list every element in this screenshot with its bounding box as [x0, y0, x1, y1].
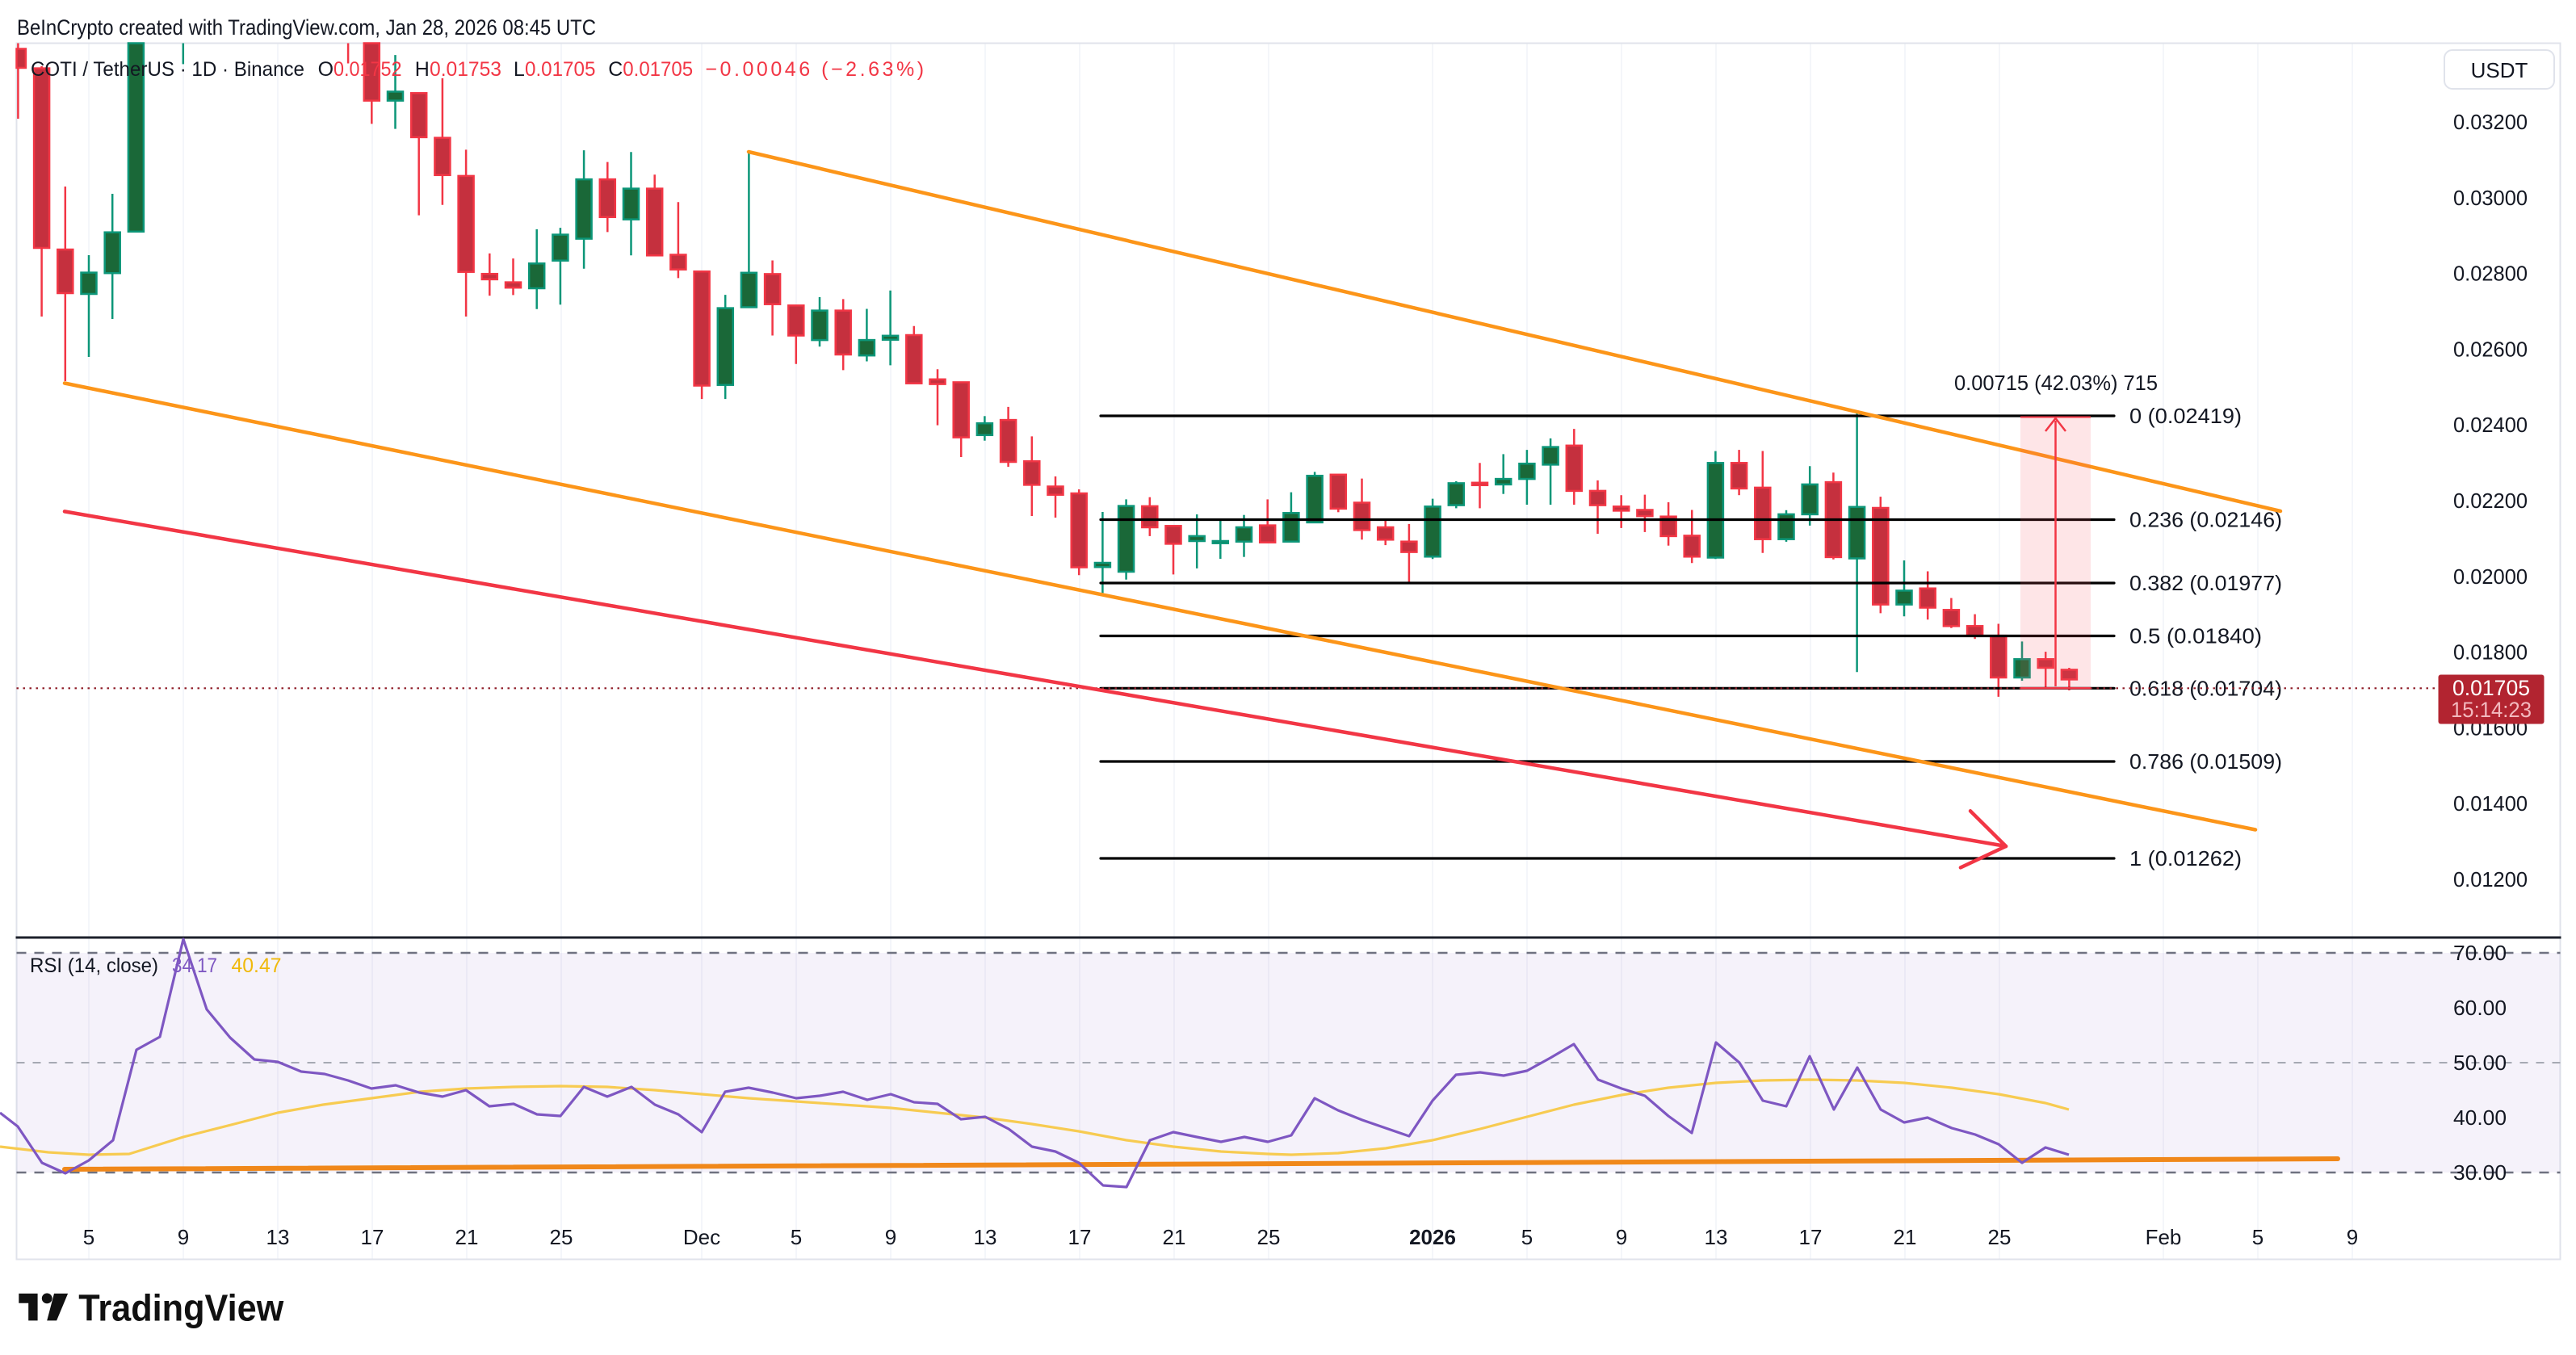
- svg-text:0.01752: 0.01752: [334, 58, 402, 81]
- svg-text:60.00: 60.00: [2453, 996, 2507, 1020]
- svg-text:L: L: [514, 58, 525, 81]
- svg-text:5: 5: [791, 1225, 802, 1249]
- svg-text:25: 25: [1257, 1225, 1281, 1249]
- svg-text:0.382 (0.01977): 0.382 (0.01977): [2129, 571, 2282, 595]
- svg-text:17: 17: [1799, 1225, 1823, 1249]
- svg-text:9: 9: [1616, 1225, 1627, 1249]
- svg-text:0.01400: 0.01400: [2453, 791, 2528, 816]
- svg-text:0.03000: 0.03000: [2453, 186, 2528, 210]
- svg-text:USDT: USDT: [2471, 58, 2528, 82]
- svg-text:0.01753: 0.01753: [430, 58, 501, 81]
- svg-text:0.02800: 0.02800: [2453, 262, 2528, 286]
- svg-text:5: 5: [83, 1225, 94, 1249]
- svg-text:0.02000: 0.02000: [2453, 564, 2528, 589]
- svg-text:21: 21: [1894, 1225, 1917, 1249]
- svg-text:0.236 (0.02146): 0.236 (0.02146): [2129, 508, 2282, 532]
- svg-text:40.00: 40.00: [2453, 1105, 2507, 1130]
- svg-text:Feb: Feb: [2146, 1225, 2182, 1249]
- svg-text:13: 13: [266, 1225, 290, 1249]
- svg-text:0.01800: 0.01800: [2453, 640, 2528, 665]
- svg-text:H: H: [415, 58, 430, 81]
- svg-text:21: 21: [1163, 1225, 1186, 1249]
- svg-text:0.5 (0.01840): 0.5 (0.01840): [2129, 624, 2262, 648]
- svg-text:5: 5: [1521, 1225, 1533, 1249]
- svg-text:0 (0.02419): 0 (0.02419): [2129, 404, 2242, 428]
- svg-text:13: 13: [1705, 1225, 1728, 1249]
- svg-text:9: 9: [885, 1225, 896, 1249]
- svg-text:9: 9: [178, 1225, 189, 1249]
- svg-text:0.00715 (42.03%) 715: 0.00715 (42.03%) 715: [1954, 371, 2158, 395]
- svg-text:0.01705: 0.01705: [2452, 676, 2530, 700]
- svg-text:0.786 (0.01509): 0.786 (0.01509): [2129, 749, 2282, 774]
- svg-text:70.00: 70.00: [2453, 941, 2507, 965]
- svg-text:0.01705: 0.01705: [525, 58, 595, 81]
- svg-text:50.00: 50.00: [2453, 1051, 2507, 1075]
- svg-text:30.00: 30.00: [2453, 1160, 2507, 1185]
- svg-text:COTI / TetherUS · 1D · Binance: COTI / TetherUS · 1D · Binance: [31, 58, 304, 81]
- svg-text:0.02200: 0.02200: [2453, 489, 2528, 513]
- svg-text:34.17: 34.17: [172, 954, 217, 977]
- svg-text:0.01705: 0.01705: [623, 58, 693, 81]
- svg-text:40.47: 40.47: [232, 954, 282, 977]
- svg-text:RSI (14, close): RSI (14, close): [30, 954, 158, 977]
- svg-text:O: O: [318, 58, 334, 81]
- svg-text:15:14:23: 15:14:23: [2451, 698, 2532, 722]
- svg-text:25: 25: [1988, 1225, 2012, 1249]
- svg-text:TradingView: TradingView: [78, 1286, 284, 1328]
- svg-text:1 (0.01262): 1 (0.01262): [2129, 846, 2242, 870]
- svg-text:Dec: Dec: [683, 1225, 720, 1249]
- svg-text:BeInCrypto created with Tradin: BeInCrypto created with TradingView.com,…: [17, 15, 596, 40]
- svg-text:0.01200: 0.01200: [2453, 867, 2528, 891]
- svg-text:0.02600: 0.02600: [2453, 337, 2528, 361]
- svg-text:13: 13: [974, 1225, 997, 1249]
- svg-text:0.02400: 0.02400: [2453, 413, 2528, 437]
- svg-text:2026: 2026: [1409, 1225, 1456, 1249]
- svg-text:17: 17: [1068, 1225, 1092, 1249]
- svg-text:C: C: [608, 58, 623, 81]
- svg-text:17: 17: [361, 1225, 384, 1249]
- svg-text:0.03200: 0.03200: [2453, 110, 2528, 134]
- svg-text:25: 25: [550, 1225, 573, 1249]
- svg-text:21: 21: [455, 1225, 479, 1249]
- svg-text:−0.00046 (−2.63%): −0.00046 (−2.63%): [705, 58, 924, 81]
- svg-text:5: 5: [2252, 1225, 2263, 1249]
- svg-text:9: 9: [2347, 1225, 2358, 1249]
